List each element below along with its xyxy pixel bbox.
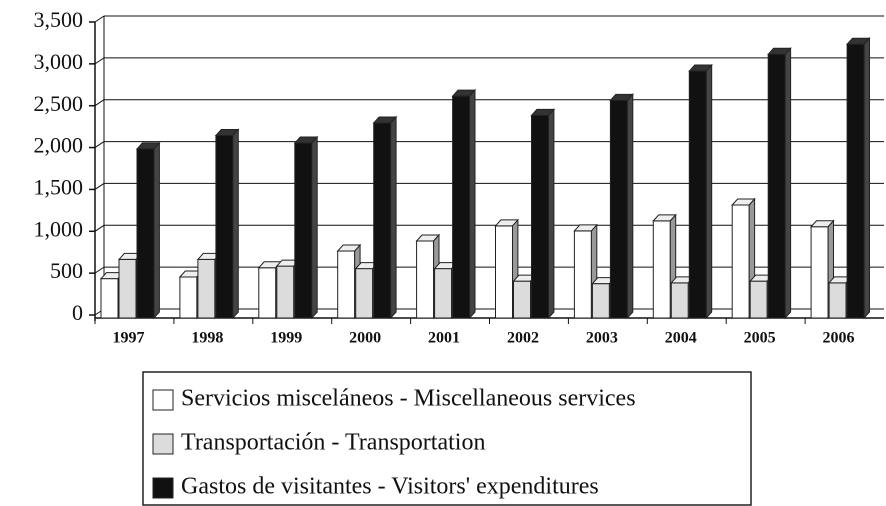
- bar-front: [373, 122, 392, 319]
- bar: [530, 108, 556, 320]
- y-tick-label: 1,000: [34, 216, 84, 241]
- bar-front: [337, 250, 356, 319]
- bar: [845, 36, 871, 320]
- x-tick-label: 2000: [349, 330, 381, 347]
- bar-front: [452, 95, 471, 319]
- y-tick-label: 3,000: [34, 49, 84, 74]
- bar: [767, 46, 792, 320]
- bar-side: [548, 108, 555, 320]
- bar-side: [153, 141, 160, 320]
- bar-front: [846, 43, 865, 319]
- bar-front: [355, 268, 374, 319]
- grid-side: [94, 15, 105, 23]
- bar-front: [731, 204, 750, 319]
- bar-front: [609, 99, 628, 319]
- bar: [372, 115, 398, 320]
- bar-front: [276, 265, 295, 319]
- y-tick-label: 3,500: [34, 7, 84, 32]
- bar-front: [258, 267, 277, 319]
- bar-front: [531, 114, 549, 319]
- bar: [451, 88, 477, 320]
- grid-side: [94, 141, 105, 148]
- bar: [609, 93, 634, 320]
- bar-front: [215, 135, 234, 319]
- bar-front: [197, 258, 216, 319]
- bar-front: [136, 148, 155, 319]
- grid-side: [94, 99, 105, 107]
- bar-side: [784, 46, 792, 320]
- y-tick-label: 500: [50, 258, 83, 283]
- legend-label: Transportación - Transportation: [181, 430, 485, 456]
- x-tick-label: 1997: [112, 330, 144, 347]
- bar-front: [100, 278, 119, 319]
- bar-front: [294, 142, 313, 319]
- grid-side: [94, 266, 105, 274]
- bar-front: [179, 276, 198, 319]
- legend-label: Servicios misceláneos - Miscellaneous se…: [181, 386, 636, 412]
- bar-side: [705, 63, 713, 320]
- bar-front: [810, 226, 829, 319]
- y-tick-label: 2,000: [34, 133, 84, 158]
- bar-front: [670, 282, 689, 319]
- grid-side: [94, 57, 105, 65]
- bar-front: [495, 225, 513, 319]
- bar-front: [688, 70, 707, 319]
- bar-front: [591, 283, 610, 319]
- bar-side: [469, 88, 476, 320]
- bar-side: [626, 93, 634, 320]
- legend-label: Gastos de visitantes - Visitors' expendi…: [181, 474, 599, 500]
- legend-swatch: [152, 389, 174, 411]
- x-tick-label: 2003: [586, 330, 618, 347]
- bar: [293, 135, 319, 320]
- bar-side: [311, 135, 318, 320]
- legend-box: [142, 371, 752, 506]
- bar-side: [390, 115, 397, 320]
- bar-front: [118, 258, 137, 319]
- bar-front: [434, 268, 453, 319]
- x-tick-label: 2001: [428, 330, 460, 347]
- bar: [688, 63, 713, 320]
- x-tick-label: 1998: [191, 330, 223, 347]
- x-tick-label: 2004: [665, 330, 697, 347]
- y-tick-label: 2,500: [34, 91, 84, 116]
- bar-front: [652, 220, 671, 319]
- bar: [214, 128, 240, 320]
- bar-front: [416, 240, 435, 319]
- bar-side: [863, 36, 870, 320]
- bar-front: [828, 282, 847, 319]
- x-tick-label: 1999: [270, 330, 302, 347]
- bar-front: [573, 230, 592, 319]
- y-tick-label: 1,500: [34, 174, 84, 199]
- x-tick-label: 2005: [744, 330, 776, 347]
- bar-front: [749, 280, 768, 319]
- y-tick-label: 0: [72, 300, 83, 325]
- legend-swatch: [152, 477, 174, 499]
- bar: [135, 141, 161, 320]
- bar: [652, 213, 677, 320]
- bar-front: [767, 53, 786, 319]
- grid-side: [94, 183, 105, 190]
- bar-front: [513, 280, 531, 319]
- bar-side: [232, 128, 239, 320]
- grid-side: [94, 224, 105, 232]
- x-tick-label: 2002: [507, 330, 539, 347]
- legend-swatch: [152, 433, 174, 455]
- x-tick-label: 2006: [823, 330, 855, 347]
